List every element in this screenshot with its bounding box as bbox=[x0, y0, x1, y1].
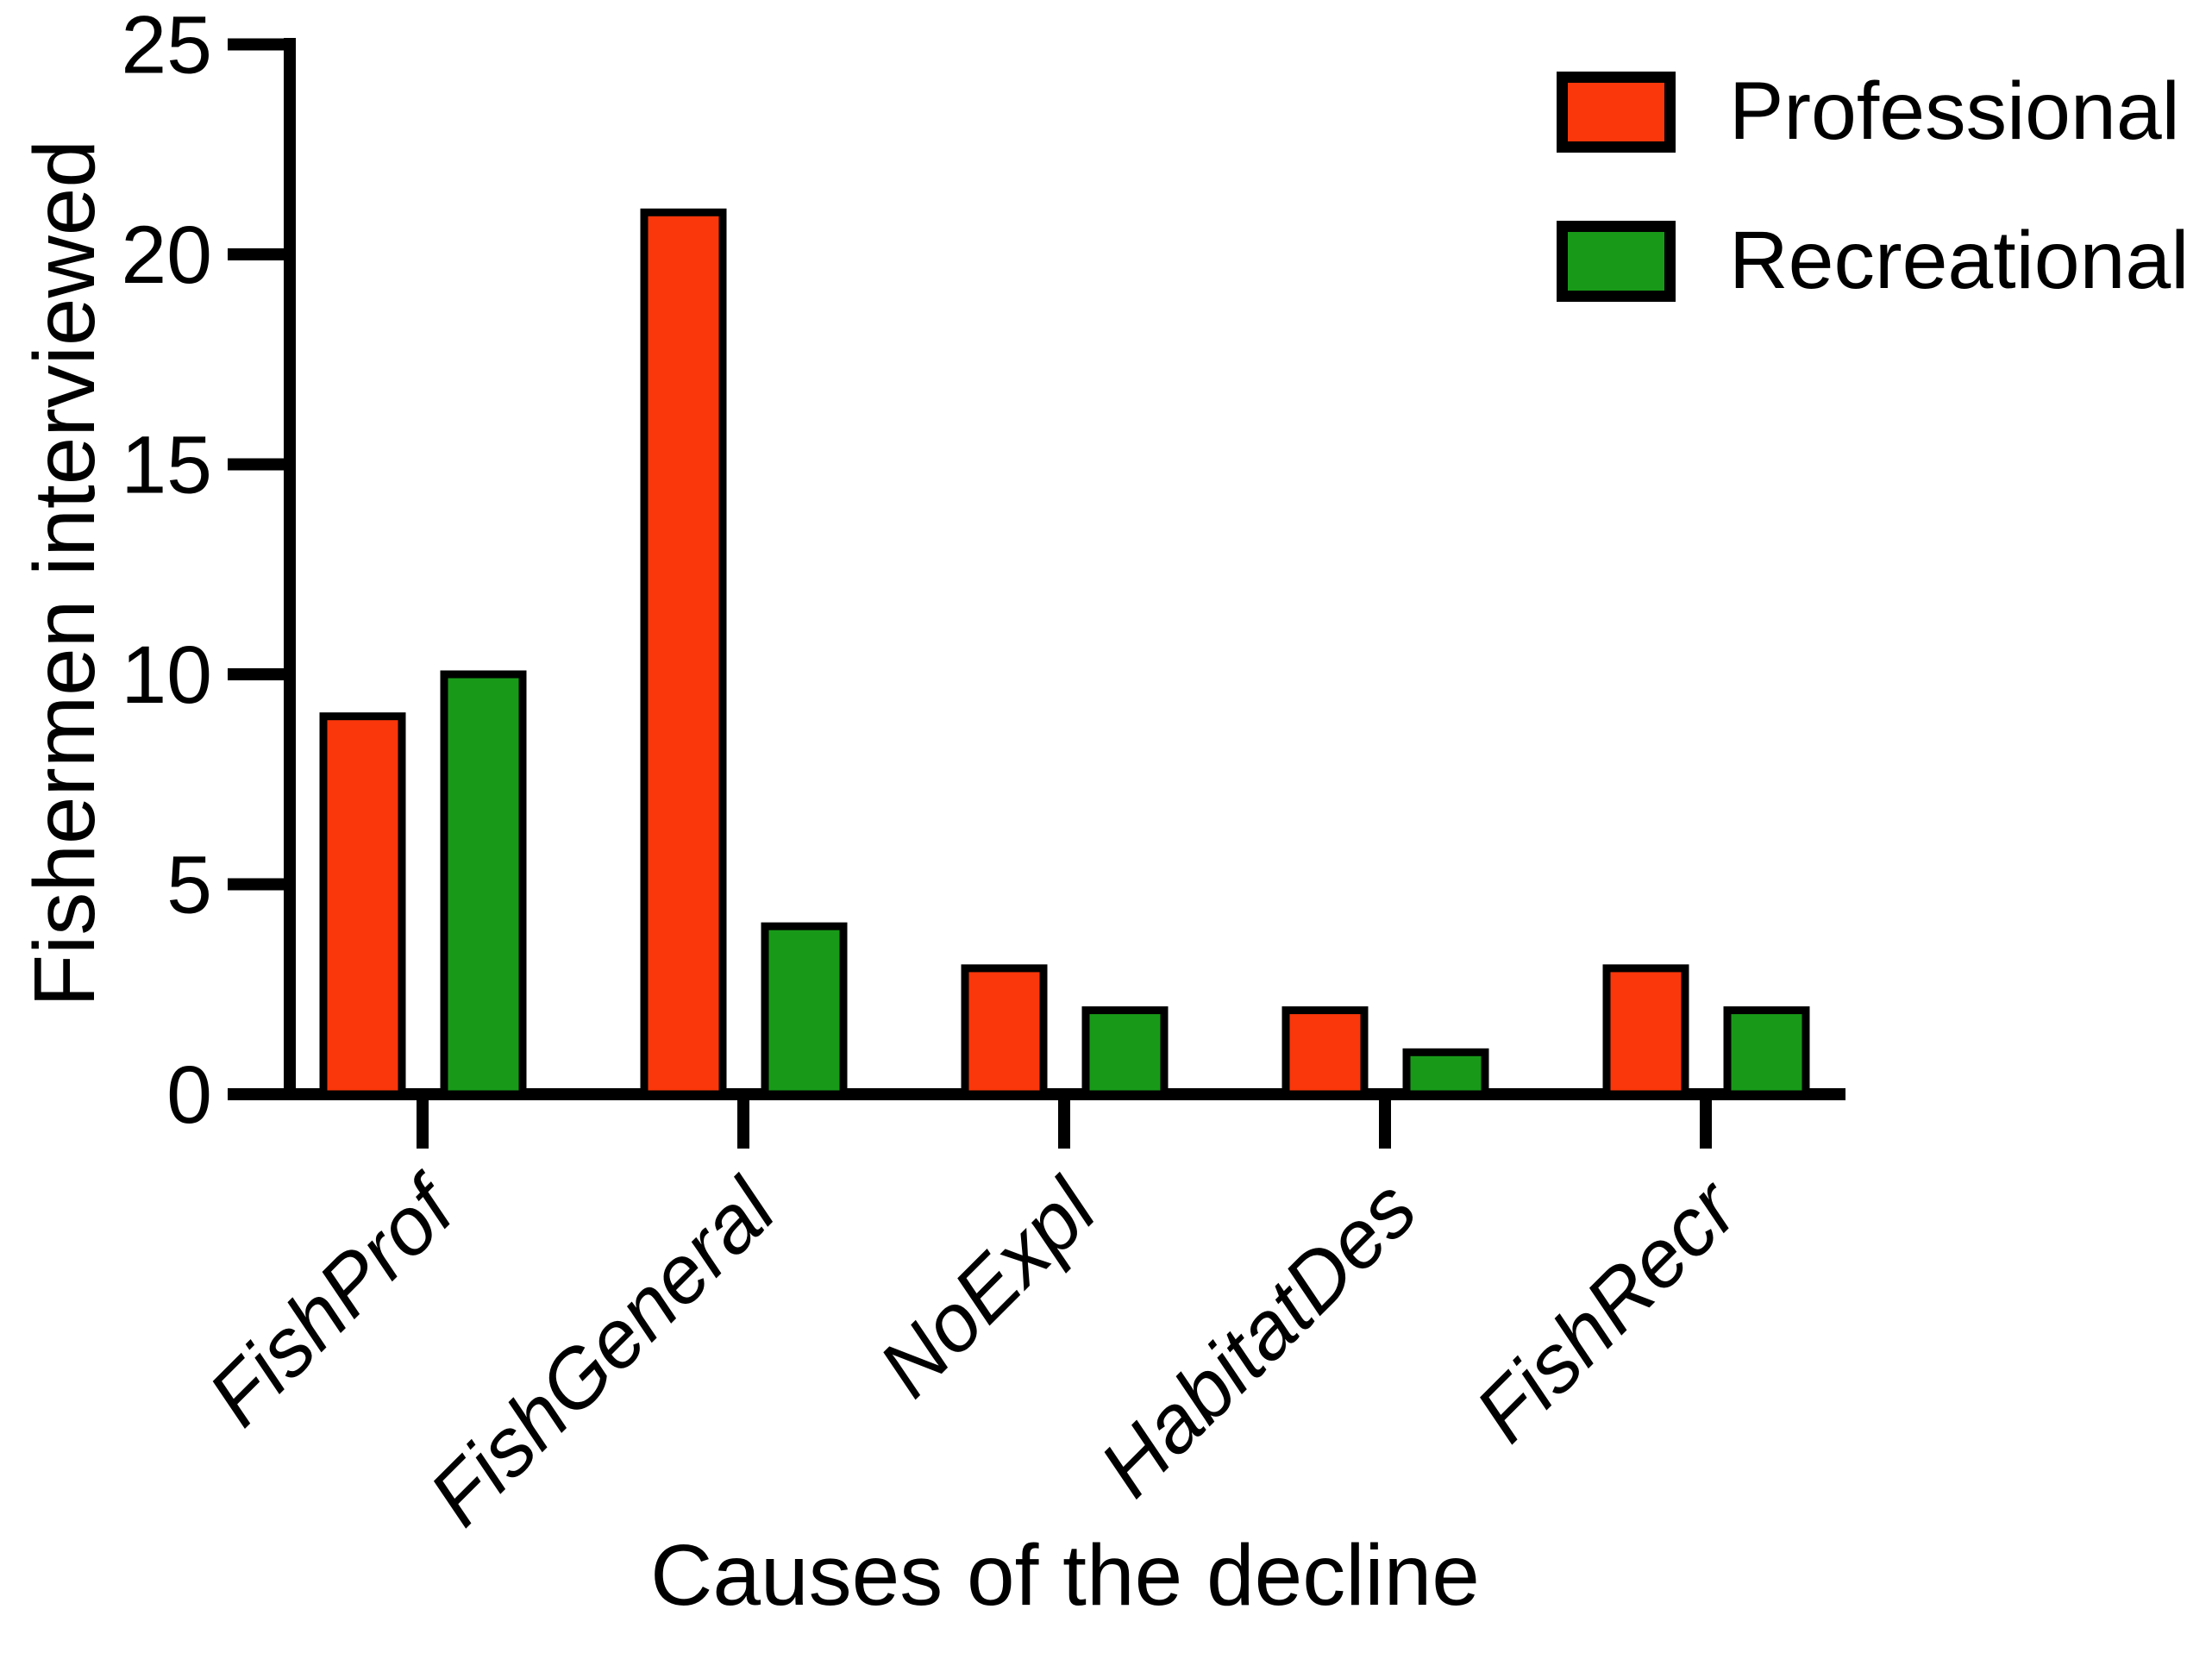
x-tick bbox=[1700, 1094, 1712, 1149]
bar-recreational-noexpl bbox=[1081, 1006, 1169, 1099]
bar-professional-habitatdes bbox=[1281, 1006, 1369, 1099]
x-tick-label: NoExpl bbox=[862, 1161, 1115, 1415]
x-tick bbox=[1379, 1094, 1391, 1149]
y-tick-label: 25 bbox=[121, 0, 212, 91]
y-tick bbox=[228, 38, 290, 51]
bar-professional-fishgeneral bbox=[640, 208, 727, 1099]
chart-legend: Professional Recreational bbox=[1557, 71, 2189, 302]
x-tick-label: HabitatDes bbox=[1083, 1163, 1434, 1514]
bar-recreational-fishrecr bbox=[1723, 1006, 1810, 1099]
y-tick-label: 20 bbox=[121, 210, 212, 301]
y-tick-label: 5 bbox=[166, 840, 212, 931]
y-tick-label: 15 bbox=[121, 420, 212, 511]
bar-recreational-habitatdes bbox=[1402, 1048, 1489, 1099]
x-tick-label: FishRecr bbox=[1458, 1161, 1757, 1460]
y-axis-title: Fishermen interviewed bbox=[16, 140, 113, 1007]
x-tick bbox=[1058, 1094, 1070, 1149]
bar-professional-fishprof bbox=[319, 712, 406, 1099]
y-tick-label: 10 bbox=[121, 629, 212, 721]
y-tick bbox=[228, 458, 290, 471]
legend-swatch-professional bbox=[1557, 71, 1676, 153]
x-tick-label: FishGeneral bbox=[412, 1161, 794, 1543]
y-tick bbox=[228, 668, 290, 680]
x-tick bbox=[737, 1094, 749, 1149]
legend-label-professional: Professional bbox=[1729, 66, 2180, 157]
x-tick-label: FishProf bbox=[191, 1158, 477, 1443]
y-axis-line bbox=[284, 38, 296, 1100]
x-axis-title: Causes of the decline bbox=[650, 1527, 1480, 1624]
y-tick-label: 0 bbox=[166, 1049, 212, 1141]
legend-label-recreational: Recreational bbox=[1729, 215, 2190, 306]
y-tick bbox=[228, 878, 290, 891]
legend-item-professional: Professional bbox=[1557, 71, 2189, 153]
x-tick bbox=[417, 1094, 429, 1149]
bar-recreational-fishgeneral bbox=[761, 922, 848, 1099]
y-tick bbox=[228, 1088, 290, 1100]
legend-item-recreational: Recreational bbox=[1557, 220, 2189, 302]
y-tick bbox=[228, 248, 290, 260]
bar-recreational-fishprof bbox=[440, 670, 527, 1099]
bar-professional-noexpl bbox=[961, 964, 1048, 1099]
bar-professional-fishrecr bbox=[1602, 964, 1689, 1099]
legend-swatch-recreational bbox=[1557, 220, 1676, 302]
